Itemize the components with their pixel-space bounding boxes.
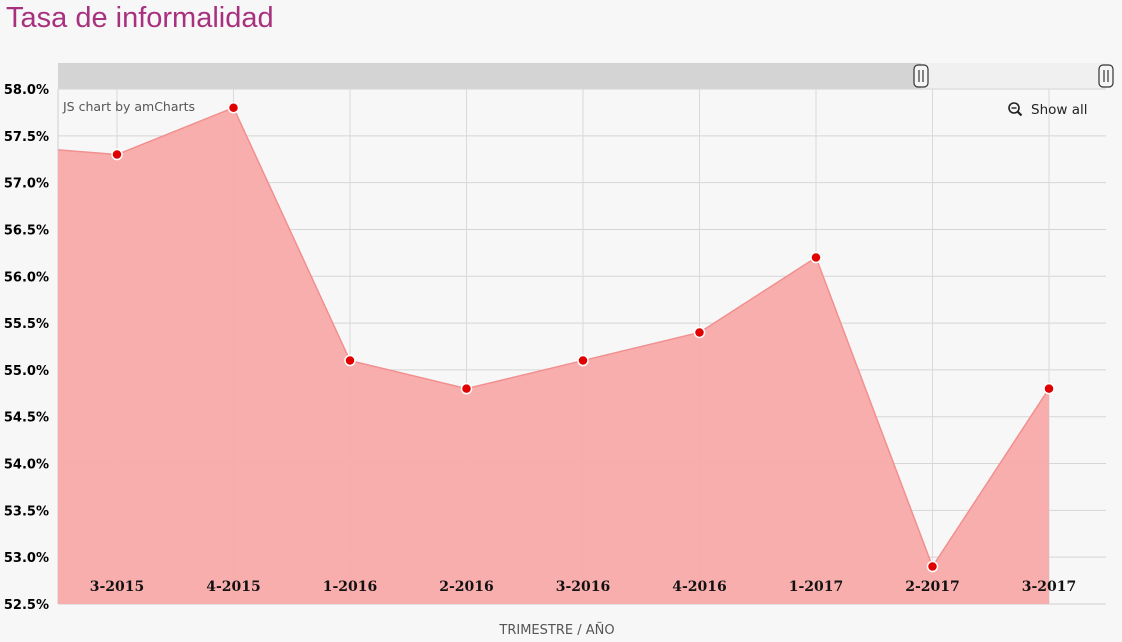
y-tick-label: 53.0%: [4, 551, 49, 566]
y-tick-label: 56.5%: [4, 223, 49, 238]
y-tick-label: 54.0%: [4, 458, 49, 473]
data-point[interactable]: [810, 251, 822, 264]
x-tick-label: 4-2015: [206, 579, 261, 595]
scrollbar-right-grip[interactable]: [1098, 64, 1114, 88]
data-point[interactable]: [577, 354, 589, 367]
data-point[interactable]: [111, 148, 123, 161]
y-tick-label: 57.0%: [4, 177, 49, 192]
y-tick-label: 56.0%: [4, 270, 49, 285]
y-tick-label: 58.0%: [4, 83, 49, 98]
show-all-label: Show all: [1031, 102, 1088, 118]
series-area: [57, 101, 1055, 605]
data-point[interactable]: [693, 326, 706, 339]
data-point[interactable]: [460, 382, 473, 395]
amcharts-credit-link[interactable]: JS chart by amCharts: [62, 99, 195, 114]
series-area-fill: [58, 107, 1049, 605]
y-tick-label: 54.5%: [4, 411, 49, 426]
y-tick-label: 53.5%: [4, 504, 49, 519]
x-tick-label: 2-2017: [905, 579, 960, 595]
x-axis-ticks: 3-2015 4-2015 1-2016 2-2016 3-2016 4-2016 1-20…: [90, 579, 1077, 595]
chart-title: Tasa de informalidad: [6, 2, 274, 34]
data-point[interactable]: [1043, 382, 1055, 395]
x-axis-label: TRIMESTRE / AÑO: [498, 622, 614, 638]
data-point[interactable]: [926, 560, 939, 573]
x-tick-label: 4-2016: [672, 579, 727, 595]
y-tick-label: 55.5%: [4, 317, 49, 332]
x-tick-label: 1-2016: [323, 579, 378, 595]
data-point[interactable]: [227, 101, 240, 114]
data-point[interactable]: [344, 354, 356, 367]
y-tick-label: 57.5%: [4, 130, 49, 145]
y-tick-label: 52.5%: [4, 598, 49, 613]
show-all-button[interactable]: Show all: [1008, 102, 1088, 118]
x-tick-label: 3-2017: [1022, 579, 1077, 595]
scrollbar-left-grip[interactable]: [913, 64, 929, 88]
x-tick-label: 2-2016: [439, 579, 494, 595]
series-line: [57, 106, 1050, 569]
y-tick-label: 55.0%: [4, 364, 49, 379]
x-tick-label: 3-2015: [90, 579, 145, 595]
x-tick-label: 1-2017: [789, 579, 844, 595]
scrollbar-selection[interactable]: [58, 63, 921, 89]
zoom-out-icon: [1008, 102, 1023, 117]
x-tick-label: 3-2016: [556, 579, 611, 595]
y-axis-ticks: 52.5% 53.0% 53.5% 54.0% 54.5% 55.0% 55.5% 56.0%…: [4, 83, 49, 613]
